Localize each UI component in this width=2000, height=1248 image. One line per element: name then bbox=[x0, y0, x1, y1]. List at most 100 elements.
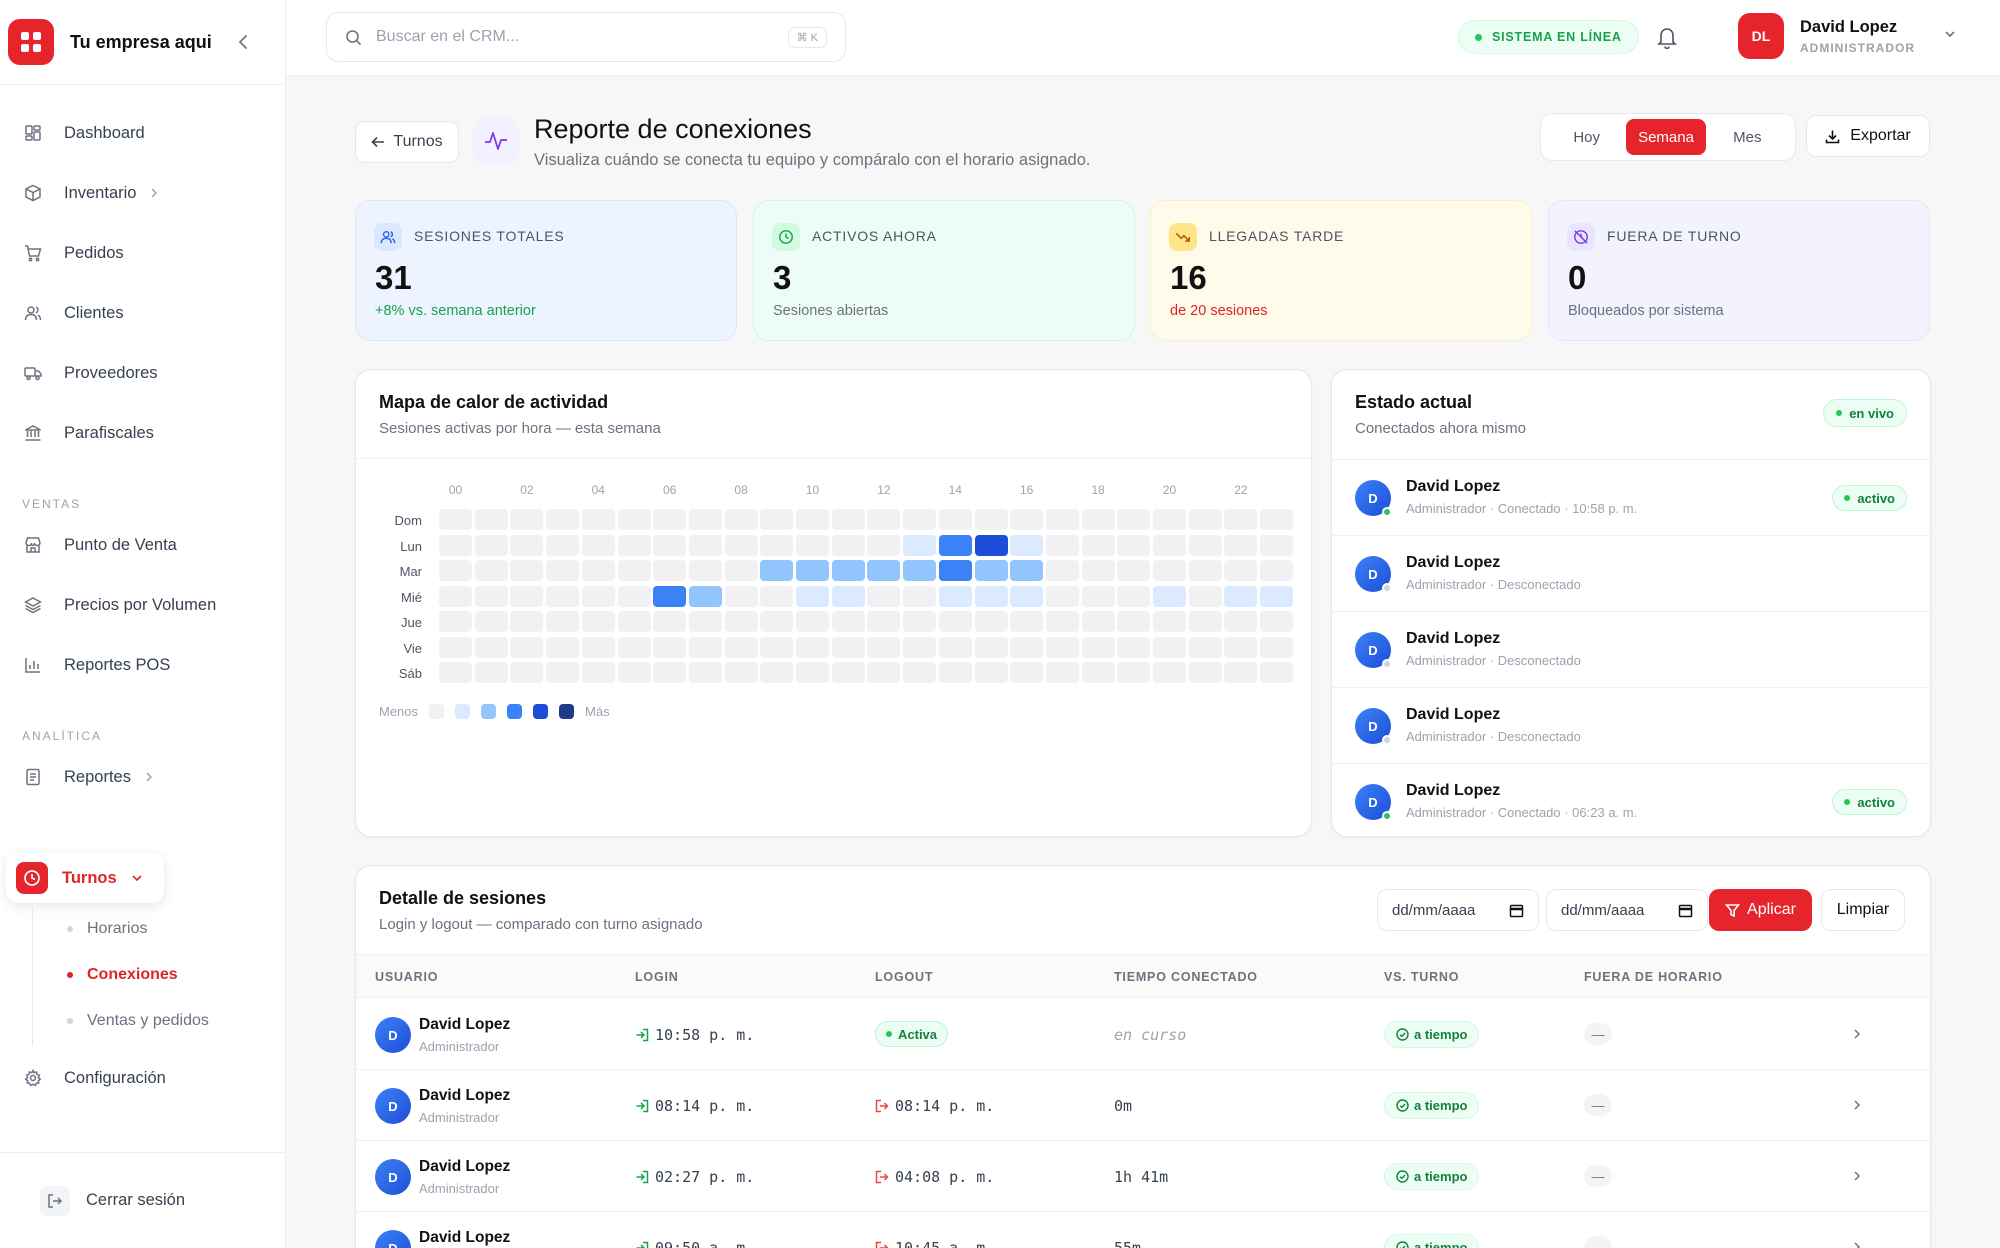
heatmap-cell[interactable] bbox=[474, 560, 508, 581]
heatmap-cell[interactable] bbox=[688, 509, 722, 530]
range-mes[interactable]: Mes bbox=[1733, 128, 1762, 146]
heatmap-cell[interactable] bbox=[867, 611, 901, 632]
logout-button[interactable]: Cerrar sesión bbox=[0, 1152, 285, 1248]
heatmap-cell[interactable] bbox=[724, 585, 758, 607]
heatmap-cell[interactable] bbox=[903, 611, 937, 632]
heatmap-cell[interactable] bbox=[653, 560, 687, 581]
heatmap-cell[interactable] bbox=[724, 636, 758, 658]
heatmap-cell[interactable] bbox=[938, 636, 972, 658]
heatmap-cell[interactable] bbox=[867, 636, 901, 658]
heatmap-cell[interactable] bbox=[510, 636, 544, 658]
list-item[interactable]: D David Lopez Administrador · Conectado · … bbox=[1332, 763, 1930, 839]
heatmap-cell[interactable] bbox=[1117, 611, 1151, 632]
heatmap-cell[interactable] bbox=[1010, 509, 1044, 530]
heatmap-cell[interactable] bbox=[688, 611, 722, 632]
heatmap-cell[interactable] bbox=[1153, 611, 1186, 632]
heatmap-cell[interactable] bbox=[1010, 585, 1044, 607]
heatmap-cell[interactable] bbox=[510, 560, 544, 581]
heatmap-cell[interactable] bbox=[1081, 534, 1115, 556]
heatmap-cell[interactable] bbox=[796, 534, 829, 556]
heatmap-cell[interactable] bbox=[510, 585, 544, 607]
chevron-right-icon[interactable] bbox=[1853, 1241, 1861, 1248]
heatmap-cell[interactable] bbox=[831, 585, 865, 607]
heatmap-cell[interactable] bbox=[867, 534, 901, 556]
heatmap-cell[interactable] bbox=[688, 662, 722, 683]
heatmap-cell[interactable] bbox=[938, 585, 972, 607]
sidebar-item-turnos[interactable]: Turnos bbox=[6, 853, 164, 903]
heatmap-cell[interactable] bbox=[1188, 611, 1222, 632]
heatmap-cell[interactable] bbox=[1224, 611, 1258, 632]
heatmap-cell[interactable] bbox=[1117, 509, 1151, 530]
heatmap-cell[interactable] bbox=[1081, 560, 1115, 581]
sidebar-item-reportes[interactable]: Reportes bbox=[0, 747, 285, 807]
grid-logo-icon[interactable] bbox=[8, 19, 54, 65]
heatmap-cell[interactable] bbox=[546, 662, 580, 683]
heatmap-cell[interactable] bbox=[546, 636, 580, 658]
heatmap-cell[interactable] bbox=[1260, 662, 1294, 683]
heatmap-cell[interactable] bbox=[617, 636, 651, 658]
heatmap-cell[interactable] bbox=[546, 611, 580, 632]
collapse-sidebar-icon[interactable] bbox=[237, 34, 249, 50]
heatmap-cell[interactable] bbox=[1117, 662, 1151, 683]
sidebar-item-punto-de-venta[interactable]: Punto de Venta bbox=[0, 515, 285, 575]
heatmap-cell[interactable] bbox=[1224, 662, 1258, 683]
heatmap-cell[interactable] bbox=[546, 560, 580, 581]
heatmap-cell[interactable] bbox=[581, 560, 615, 581]
heatmap-cell[interactable] bbox=[510, 662, 544, 683]
heatmap-cell[interactable] bbox=[510, 509, 544, 530]
heatmap-cell[interactable] bbox=[1117, 585, 1151, 607]
heatmap-cell[interactable] bbox=[510, 611, 544, 632]
bell-icon[interactable] bbox=[1656, 25, 1678, 49]
heatmap-cell[interactable] bbox=[1045, 560, 1079, 581]
sidebar-item-reportes-pos[interactable]: Reportes POS bbox=[0, 635, 285, 695]
heatmap-cell[interactable] bbox=[1117, 534, 1151, 556]
list-item[interactable]: D David Lopez Administrador · Desconectado bbox=[1332, 611, 1930, 687]
subnav-horarios[interactable]: Horarios bbox=[33, 906, 252, 952]
sidebar-item-precios-por-volumen[interactable]: Precios por Volumen bbox=[0, 575, 285, 635]
heatmap-cell[interactable] bbox=[439, 585, 472, 607]
chevron-right-icon[interactable] bbox=[1853, 1028, 1861, 1040]
date-to-input[interactable]: dd/mm/aaaa bbox=[1546, 889, 1708, 931]
heatmap-cell[interactable] bbox=[688, 560, 722, 581]
sidebar-item-configuracion[interactable]: Configuración bbox=[0, 1048, 285, 1108]
apply-button[interactable]: Aplicar bbox=[1709, 889, 1812, 931]
heatmap-cell[interactable] bbox=[1188, 585, 1222, 607]
heatmap-cell[interactable] bbox=[867, 662, 901, 683]
heatmap-cell[interactable] bbox=[1188, 636, 1222, 658]
heatmap-cell[interactable] bbox=[439, 611, 472, 632]
heatmap-cell[interactable] bbox=[1224, 560, 1258, 581]
heatmap-cell[interactable] bbox=[974, 585, 1008, 607]
heatmap-cell[interactable] bbox=[867, 585, 901, 607]
heatmap-cell[interactable] bbox=[760, 560, 794, 581]
heatmap-cell[interactable] bbox=[546, 534, 580, 556]
table-row[interactable]: D David Lopez Administrador 10:58 p. m. Acti… bbox=[356, 999, 1930, 1070]
heatmap-cell[interactable] bbox=[1010, 534, 1044, 556]
heatmap-cell[interactable] bbox=[938, 509, 972, 530]
heatmap-cell[interactable] bbox=[1081, 585, 1115, 607]
sidebar-item-inventario[interactable]: Inventario bbox=[0, 163, 285, 223]
heatmap-cell[interactable] bbox=[617, 585, 651, 607]
heatmap-cell[interactable] bbox=[903, 560, 937, 581]
export-button[interactable]: Exportar bbox=[1806, 115, 1930, 157]
heatmap-cell[interactable] bbox=[831, 534, 865, 556]
range-hoy[interactable]: Hoy bbox=[1573, 128, 1601, 146]
list-item[interactable]: D David Lopez Administrador · Conectado · … bbox=[1332, 459, 1930, 535]
heatmap-cell[interactable] bbox=[903, 585, 937, 607]
heatmap-cell[interactable] bbox=[867, 560, 901, 581]
heatmap-cell[interactable] bbox=[1260, 534, 1294, 556]
heatmap-cell[interactable] bbox=[867, 509, 901, 530]
heatmap-cell[interactable] bbox=[796, 662, 829, 683]
heatmap-cell[interactable] bbox=[653, 509, 687, 530]
heatmap-cell[interactable] bbox=[938, 611, 972, 632]
heatmap-cell[interactable] bbox=[724, 560, 758, 581]
heatmap-cell[interactable] bbox=[760, 636, 794, 658]
heatmap-cell[interactable] bbox=[617, 509, 651, 530]
heatmap-cell[interactable] bbox=[1224, 585, 1258, 607]
heatmap-cell[interactable] bbox=[688, 636, 722, 658]
heatmap-cell[interactable] bbox=[653, 585, 687, 607]
date-from-input[interactable]: dd/mm/aaaa bbox=[1377, 889, 1539, 931]
heatmap-cell[interactable] bbox=[796, 611, 829, 632]
chevron-down-icon[interactable] bbox=[1944, 30, 1956, 38]
heatmap-cell[interactable] bbox=[1260, 585, 1294, 607]
